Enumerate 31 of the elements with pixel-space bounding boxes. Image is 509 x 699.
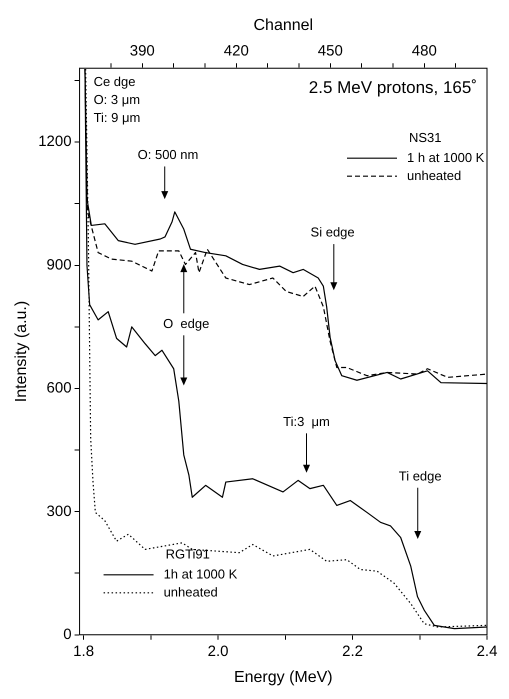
legend-label: 1h at 1000 K <box>164 566 238 582</box>
text: 2.5 MeV protons, 165˚ <box>308 78 477 97</box>
x2-tick-label: 420 <box>224 42 249 60</box>
y-axis-title: Intensity (a.u.) <box>13 300 30 402</box>
x-tick-label: 2.0 <box>208 642 228 660</box>
y-tick-label: 900 <box>46 256 72 274</box>
annotation: O: 500 nm <box>138 147 198 162</box>
annotation: Ti: 9 μm <box>94 110 140 125</box>
legend-label: unheated <box>164 584 218 600</box>
x-tick-label: 1.8 <box>73 642 94 660</box>
y-tick-label: 0 <box>63 626 72 643</box>
annotation: RGTi91 <box>166 546 210 562</box>
annotation: Ti:3 μm <box>283 414 330 429</box>
annotation: Ce dge <box>94 74 136 89</box>
x2-tick-label: 450 <box>318 42 343 60</box>
annotation: NS31 <box>409 130 442 145</box>
annotation: Si edge <box>310 224 355 240</box>
annotation: O: 3 μm <box>94 92 140 107</box>
x2-tick-label: 390 <box>130 42 155 60</box>
legend-label: 1 h at 1000 K <box>407 150 485 165</box>
y-tick-label: 600 <box>46 380 72 397</box>
x-axis-title: Energy (MeV) <box>234 668 333 686</box>
y-tick-label: 1200 <box>38 133 72 150</box>
x-tick-label: 2.2 <box>342 642 363 660</box>
legend-label: unheated <box>407 168 462 183</box>
annotation: Ti edge <box>398 468 442 484</box>
annotation: O edge <box>163 316 210 331</box>
x-tick-label: 2.4 <box>476 642 498 660</box>
x2-tick-label: 480 <box>412 42 437 60</box>
x2-axis-title: Channel <box>253 17 314 34</box>
y-tick-label: 300 <box>46 502 72 520</box>
